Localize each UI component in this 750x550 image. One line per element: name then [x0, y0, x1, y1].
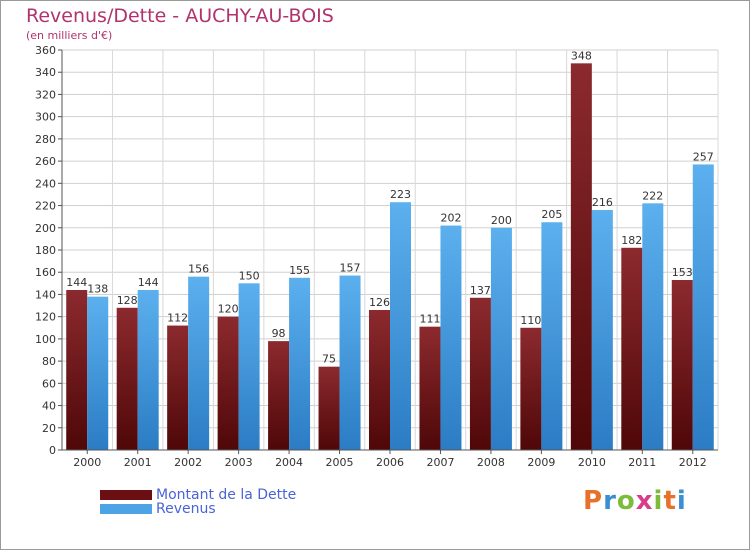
y-tick-label: 300: [35, 111, 56, 124]
y-tick-label: 180: [35, 244, 56, 257]
y-tick-label: 340: [35, 66, 56, 79]
bar-revenus: [390, 202, 411, 450]
data-label-debt: 126: [369, 296, 390, 309]
x-tick-label: 2012: [679, 456, 707, 469]
data-label-debt: 153: [672, 266, 693, 279]
bar-revenus: [137, 290, 159, 450]
x-tick-label: 2004: [275, 456, 303, 469]
data-label-debt: 144: [66, 276, 87, 289]
data-label-debt: 98: [272, 327, 286, 340]
data-label-revenus: 150: [239, 269, 260, 282]
x-tick-label: 2003: [225, 456, 253, 469]
data-label-debt: 75: [322, 353, 336, 366]
data-label-revenus: 216: [592, 196, 613, 209]
data-label-debt: 120: [218, 303, 239, 316]
y-tick-label: 20: [42, 422, 56, 435]
bar-debt: [217, 316, 239, 450]
x-tick-label: 2010: [578, 456, 606, 469]
legend-swatch-revenus: [100, 504, 152, 514]
data-label-revenus: 155: [289, 264, 310, 277]
bar-debt: [369, 310, 390, 450]
x-tick-label: 2000: [73, 456, 101, 469]
x-tick-label: 2008: [477, 456, 505, 469]
y-tick-label: 200: [35, 222, 56, 235]
bar-revenus: [541, 222, 563, 450]
y-tick-label: 360: [35, 44, 56, 57]
y-tick-label: 40: [42, 400, 56, 413]
y-tick-label: 260: [35, 155, 56, 168]
bar-revenus: [440, 225, 462, 450]
legend-item-revenus: Revenus: [100, 501, 216, 517]
bar-revenus: [490, 227, 512, 450]
x-tick-label: 2007: [426, 456, 454, 469]
bar-revenus: [642, 203, 664, 450]
legend-item-debt: Montant de la Dette: [100, 487, 297, 503]
y-tick-label: 280: [35, 133, 56, 146]
bar-debt: [268, 341, 290, 450]
x-tick-label: 2002: [174, 456, 202, 469]
bar-debt: [318, 366, 340, 450]
chart-title: Revenus/Dette - AUCHY-AU-BOIS: [26, 5, 334, 27]
data-label-revenus: 156: [188, 263, 209, 276]
y-tick-label: 240: [35, 177, 56, 190]
y-tick-label: 220: [35, 200, 56, 213]
data-label-debt: 137: [470, 284, 491, 297]
bar-revenus: [339, 275, 361, 450]
bar-debt: [570, 63, 592, 450]
data-label-debt: 348: [571, 49, 592, 62]
y-tick-label: 0: [49, 444, 56, 457]
bar-revenus: [188, 276, 210, 450]
data-label-revenus: 222: [642, 189, 663, 202]
x-tick-label: 2001: [124, 456, 152, 469]
data-label-revenus: 144: [138, 276, 159, 289]
data-label-revenus: 205: [541, 208, 562, 221]
bar-debt: [66, 290, 88, 450]
y-tick-label: 160: [35, 266, 56, 279]
y-tick-label: 80: [42, 355, 56, 368]
y-tick-label: 100: [35, 333, 56, 346]
bar-debt: [116, 307, 138, 450]
data-label-revenus: 202: [440, 212, 461, 225]
bar-revenus: [692, 164, 714, 450]
legend-label-revenus: Revenus: [156, 501, 216, 517]
bar-revenus: [87, 296, 109, 450]
y-tick-label: 120: [35, 311, 56, 324]
bar-debt: [469, 297, 491, 450]
x-tick-label: 2011: [628, 456, 656, 469]
data-label-debt: 112: [167, 312, 188, 325]
data-label-revenus: 200: [491, 214, 512, 227]
data-label-revenus: 157: [340, 262, 361, 275]
y-tick-label: 140: [35, 288, 56, 301]
bar-debt: [419, 326, 441, 450]
data-label-debt: 111: [419, 313, 440, 326]
legend-label-debt: Montant de la Dette: [156, 487, 297, 503]
y-tick-label: 320: [35, 88, 56, 101]
bar-revenus: [289, 277, 311, 450]
data-label-debt: 182: [621, 234, 642, 247]
proxiti-logo: Proxiti: [583, 486, 687, 516]
data-label-revenus: 257: [693, 150, 714, 163]
legend-swatch-debt: [100, 490, 152, 500]
data-label-revenus: 223: [390, 188, 411, 201]
y-tick-label: 60: [42, 377, 56, 390]
data-label-debt: 128: [117, 294, 138, 307]
x-tick-label: 2005: [326, 456, 354, 469]
bar-revenus: [591, 210, 613, 450]
data-label-revenus: 138: [87, 283, 108, 296]
bar-debt: [167, 325, 189, 450]
bar-debt: [520, 327, 542, 450]
x-tick-label: 2009: [527, 456, 555, 469]
chart-subtitle: (en milliers d'€): [26, 29, 113, 42]
bar-debt: [621, 247, 643, 450]
x-tick-label: 2006: [376, 456, 404, 469]
data-label-debt: 110: [520, 314, 541, 327]
bar-revenus: [238, 283, 260, 450]
bar-debt: [671, 280, 693, 450]
